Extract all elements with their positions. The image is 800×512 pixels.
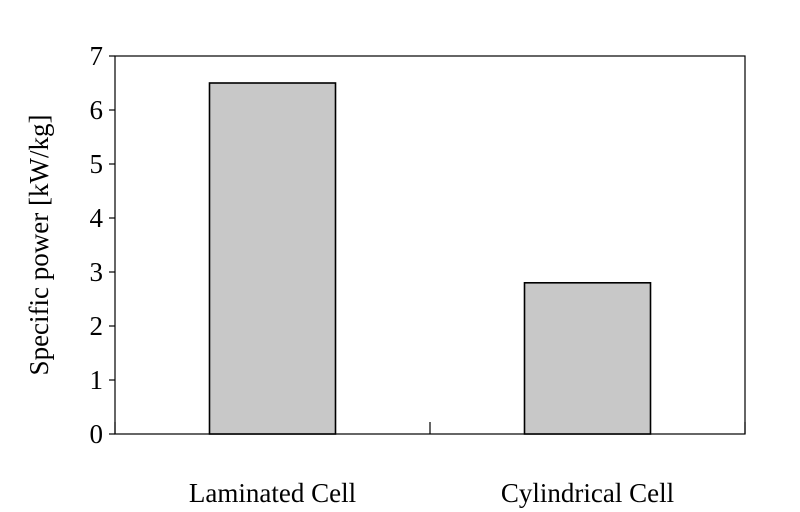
bar-0: [208, 82, 337, 435]
y-tick-label-1: 1: [90, 365, 104, 395]
y-tick-label-0: 0: [90, 419, 104, 449]
y-axis-ticks: 0 1 2 3 4 5 6 7: [90, 41, 115, 449]
y-tick-label-5: 5: [90, 149, 104, 179]
category-labels: Laminated Cell Cylindrical Cell: [189, 478, 674, 508]
bar-1: [523, 281, 652, 435]
category-label-1: Cylindrical Cell: [501, 478, 674, 508]
y-tick-label-6: 6: [90, 95, 104, 125]
y-tick-label-7: 7: [90, 41, 104, 71]
category-label-0: Laminated Cell: [189, 478, 356, 508]
x-axis-ticks: [114, 422, 746, 434]
y-tick-label-2: 2: [90, 311, 104, 341]
bar-series: [208, 82, 652, 435]
y-tick-label-3: 3: [90, 257, 104, 287]
y-tick-label-4: 4: [90, 203, 104, 233]
y-axis-title: Specific power [kW/kg]: [24, 115, 54, 376]
